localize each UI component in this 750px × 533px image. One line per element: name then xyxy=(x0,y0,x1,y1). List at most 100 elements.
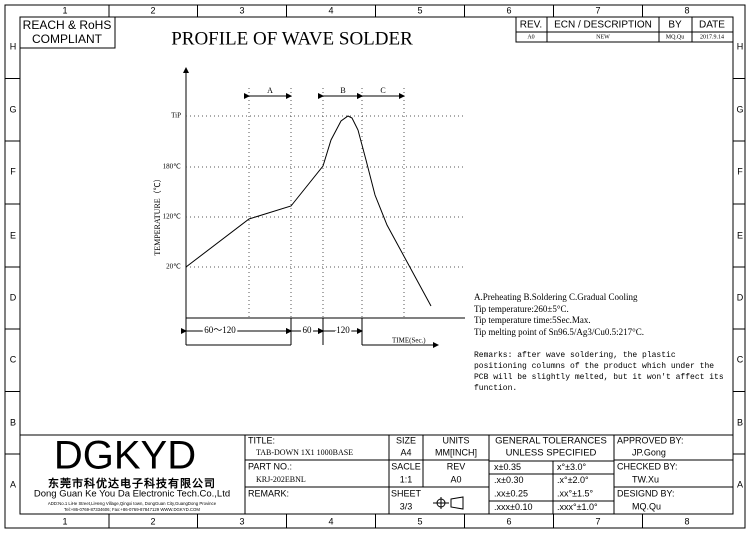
rev-cell: A0 xyxy=(527,34,534,40)
rev-header: ECN / DESCRIPTION xyxy=(554,20,652,31)
tolerance-title: GENERAL TOLERANCES xyxy=(495,436,607,447)
rev-cell: MQ.Qu xyxy=(666,34,685,40)
compliance-text: COMPLIANT xyxy=(32,32,103,46)
column-label: 5 xyxy=(417,516,422,526)
column-label: 7 xyxy=(595,5,600,15)
zone-label: C xyxy=(380,86,385,95)
row-label: C xyxy=(10,354,17,364)
row-label: G xyxy=(736,104,743,114)
inner-frame xyxy=(19,16,734,515)
tolerance-title: UNLESS SPECIFIED xyxy=(506,448,597,459)
row-label: D xyxy=(737,292,744,302)
logo: DGKYD xyxy=(54,434,196,478)
note: Tip melting point of Sn96.5/Ag3/Cu0.5:21… xyxy=(474,327,644,337)
y-label: 20℃ xyxy=(166,263,181,271)
y-label: TiP xyxy=(171,112,181,120)
zone-label: A xyxy=(267,86,273,95)
rev-header: DATE xyxy=(699,20,725,31)
field-value: KRJ-202EBNL xyxy=(256,475,306,484)
field-value: 3/3 xyxy=(400,501,413,511)
field-value: 1:1 xyxy=(400,474,413,484)
note: Tip temperature:260±5°C. xyxy=(474,304,569,314)
profile-diagram xyxy=(181,67,465,348)
tolerance: x°±3.0° xyxy=(557,462,587,472)
row-label: E xyxy=(10,230,16,240)
row-label: H xyxy=(10,41,17,51)
row-label: D xyxy=(10,292,17,302)
address: ADD:No.1 LiHe Street,LiHeng Village,Qing… xyxy=(48,501,217,506)
tolerance: .x±0.30 xyxy=(494,475,523,485)
column-label: 3 xyxy=(239,516,244,526)
column-label: 8 xyxy=(684,516,689,526)
field-value: TW.Xu xyxy=(632,474,659,484)
note: A.Preheating B.Soldering C.Gradual Cooli… xyxy=(474,292,638,302)
row-label: F xyxy=(737,166,743,176)
y-label: 180℃ xyxy=(163,163,182,171)
field-label: APPROVED BY: xyxy=(617,435,684,445)
compliance-box xyxy=(19,16,116,49)
field-label: REV xyxy=(447,461,466,471)
column-label: 5 xyxy=(417,5,422,15)
duration-label: 60 xyxy=(303,325,313,335)
duration-label: 60～120 xyxy=(204,325,236,335)
rev-header: REV. xyxy=(520,20,542,31)
field-label: PART NO.: xyxy=(248,461,292,471)
row-label: H xyxy=(737,41,744,51)
title-block-grid xyxy=(20,434,733,514)
tolerance: .xx°±1.5° xyxy=(557,488,594,498)
field-label: SACLE xyxy=(391,461,421,471)
contact: Tel:+86-0769-87334606; Fax:+86-0769-8784… xyxy=(64,507,200,512)
column-label: 7 xyxy=(595,516,600,526)
remark: Remarks: after wave soldering, the plast… xyxy=(474,351,676,360)
column-label: 6 xyxy=(506,516,511,526)
y-axis-title: TEMPERATURE（℃） xyxy=(153,174,162,255)
column-label: 6 xyxy=(506,5,511,15)
tolerance: x±0.35 xyxy=(494,462,521,472)
compliance-text: REACH & RoHS xyxy=(23,18,112,32)
remark: positioning columns of the product which… xyxy=(474,362,714,371)
column-label: 2 xyxy=(150,5,155,15)
field-label: UNITS xyxy=(443,435,470,445)
row-label: A xyxy=(737,479,743,489)
tolerance: .xxx°±1.0° xyxy=(557,502,598,512)
row-label: E xyxy=(737,230,743,240)
note: Tip temperature time:5Sec.Max. xyxy=(474,315,591,325)
field-value: TAB-DOWN 1X1 1000BASE xyxy=(256,448,353,457)
row-label: B xyxy=(10,417,16,427)
field-value: JP.Gong xyxy=(632,447,666,457)
column-label: 2 xyxy=(150,516,155,526)
field-value: MM[INCH] xyxy=(435,447,477,457)
company-en: Dong Guan Ke You Da Electronic Tech.Co.,… xyxy=(34,489,230,500)
tolerance: .x°±2.0° xyxy=(557,475,589,485)
field-label: SIZE xyxy=(396,435,416,445)
remark: function. xyxy=(474,384,517,393)
row-label: A xyxy=(10,479,16,489)
tolerance: .xxx±0.10 xyxy=(494,502,532,512)
company-cn: 东莞市科优达电子科技有限公司 xyxy=(48,476,216,490)
column-label: 1 xyxy=(62,5,67,15)
column-label: 3 xyxy=(239,5,244,15)
row-label: B xyxy=(737,417,743,427)
duration-label: 120 xyxy=(336,325,350,335)
column-label: 8 xyxy=(684,5,689,15)
tolerance: .xx±0.25 xyxy=(494,488,528,498)
column-label: 4 xyxy=(328,516,333,526)
remark: PCB will be slightly melted, but it won'… xyxy=(474,373,724,382)
rev-cell: 2017.9.14 xyxy=(700,34,724,40)
field-label: CHECKED BY: xyxy=(617,461,678,471)
column-label: 4 xyxy=(328,5,333,15)
field-value: MQ.Qu xyxy=(632,501,661,511)
border-zones: 1 1 2 2 3 3 4 4 5 5 6 6 7 7 8 8 H H G G F F E E D D C C B B A A xyxy=(5,5,745,528)
drawing-title: PROFILE OF WAVE SOLDER xyxy=(171,28,413,49)
revision-table xyxy=(515,16,734,43)
field-label: DESIGND BY: xyxy=(617,488,675,498)
rev-cell: NEW xyxy=(596,34,610,40)
field-label: SHEET xyxy=(391,488,422,498)
row-label: C xyxy=(737,354,744,364)
rev-header: BY xyxy=(668,20,682,31)
zone-label: B xyxy=(340,86,345,95)
field-label: TITLE: xyxy=(248,435,275,445)
row-label: F xyxy=(10,166,16,176)
row-label: G xyxy=(9,104,16,114)
